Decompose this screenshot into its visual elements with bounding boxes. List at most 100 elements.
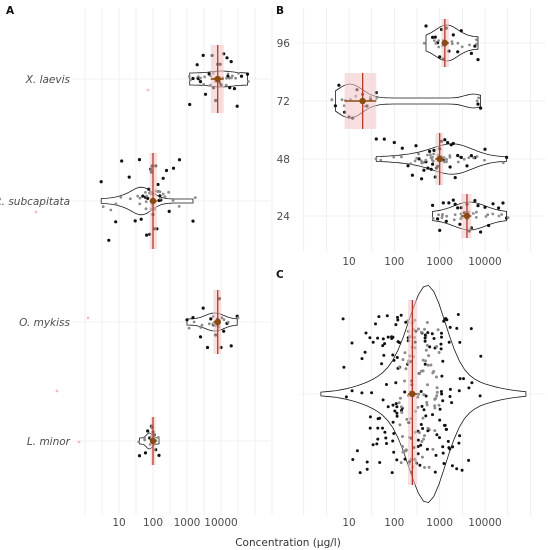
- panel-a-2-inner-point: [200, 323, 204, 327]
- panel-b-2-inner-point: [400, 155, 403, 159]
- panel-c-data-point: [439, 342, 443, 346]
- panel-a-1-inner-point: [136, 194, 140, 198]
- panel-a-1-data-point: [141, 194, 145, 198]
- x-axis-label: Concentration (µg/l): [235, 537, 341, 549]
- panel-b-3-inner-point: [445, 214, 449, 218]
- panel-a-1-data-point: [164, 168, 169, 173]
- panel-b-2-inner-point: [426, 153, 429, 157]
- panel-b-x-tick-label: 10000: [468, 256, 501, 268]
- panel-b-2-inner-point: [445, 160, 448, 164]
- panel-c-data-point: [442, 319, 446, 323]
- panel-c-data-point: [436, 328, 440, 332]
- panel-c-data-point: [368, 415, 372, 419]
- panel-c-data-point: [424, 359, 427, 363]
- panel-a-1-data-point: [127, 175, 131, 179]
- panel-b-2-data-point: [374, 137, 378, 141]
- panel-b-x-tick-label: 100: [384, 256, 404, 268]
- panel-c-data-point: [442, 462, 446, 465]
- panel-c-data-point: [394, 402, 398, 406]
- panel-c-data-point: [344, 395, 348, 399]
- panel-c-data-point: [440, 374, 444, 378]
- panel-b-1-inner-point: [330, 98, 334, 102]
- panel-c-mean-point: [409, 390, 416, 398]
- panel-c-data-point: [443, 423, 447, 427]
- panel-c-data-point: [458, 340, 462, 344]
- panel-c-data-point: [391, 420, 395, 424]
- panel-c-data-point: [421, 369, 425, 373]
- panel-b-0-data-point: [438, 55, 442, 59]
- panel-a-category-label: O. mykiss: [19, 317, 70, 329]
- panel-c-data-point: [433, 470, 437, 474]
- panel-b-2-inner-point: [415, 156, 419, 160]
- panel-c-data-point: [416, 438, 420, 442]
- panel-c-data-point: [377, 315, 381, 319]
- panel-b-2-inner-point: [501, 161, 505, 165]
- panel-c-data-point: [396, 318, 400, 322]
- panel-c-data-point: [435, 433, 439, 437]
- panel-a-1-data-point: [161, 176, 165, 180]
- panel-b-0-data-point: [433, 35, 437, 39]
- panel-b-3-mean-point: [463, 212, 471, 220]
- panel-b-0-data-point: [469, 51, 473, 56]
- panel-a-1-inner-point: [138, 196, 142, 200]
- panel-b-2-inner-point: [420, 159, 423, 163]
- panel-b-0-data-point: [476, 58, 480, 62]
- panel-a-x-tick-label: 100: [143, 517, 163, 529]
- panel-a-1-data-point: [137, 158, 142, 162]
- panel-b-2-data-point: [448, 165, 452, 169]
- panel-b-2-data-point: [456, 153, 460, 158]
- panel-b-2-inner-point: [442, 156, 446, 159]
- panel-c-data-point: [376, 336, 380, 340]
- panel-a-0-data-point: [198, 80, 203, 84]
- panel-c-data-point: [401, 358, 405, 362]
- panel-c-data-point: [416, 452, 420, 456]
- panel-a-1-inner-point: [109, 208, 113, 212]
- panel-c-data-point: [458, 377, 462, 381]
- panel-a-1-data-point: [177, 158, 182, 162]
- panel-a-1-inner-point: [101, 205, 105, 209]
- panel-a-label: A: [6, 5, 15, 17]
- panel-b-2-data-point: [400, 146, 404, 150]
- panel-b-2-inner-point: [442, 160, 446, 164]
- panel-a-1-inner-point: [128, 197, 132, 201]
- panel-a-0-inner-point: [202, 82, 206, 86]
- panel-c-data-point: [386, 405, 390, 409]
- panel-c-data-point: [422, 408, 426, 412]
- panel-a-1-data-point: [156, 182, 160, 187]
- panel-b-2-data-point: [406, 164, 410, 168]
- panel-c-data-point: [391, 439, 395, 443]
- panel-c-data-point: [395, 411, 399, 415]
- panel-c-data-point: [397, 341, 401, 344]
- panel-b-2-inner-point: [472, 156, 475, 160]
- panel-c-data-point: [350, 341, 354, 345]
- panel-b-2-inner-point: [445, 157, 448, 161]
- panel-c-data-point: [420, 404, 424, 408]
- panel-a-1-data-point: [147, 187, 151, 191]
- panel-a-0-data-point: [229, 60, 233, 64]
- panel-a-0-inner-point: [225, 76, 228, 80]
- panel-c-data-point: [435, 375, 438, 379]
- panel-b-3-data-point: [487, 223, 491, 228]
- panel-c-data-point: [426, 363, 430, 367]
- panel-c-data-point: [444, 427, 448, 431]
- panel-c-x-tick-label: 1000: [426, 517, 453, 529]
- panel-b-3-data-point: [436, 217, 440, 221]
- panel-a-0-data-point: [225, 56, 229, 60]
- panel-a-3-data-point: [143, 451, 148, 455]
- panel-a-0-inner-point: [187, 75, 191, 78]
- panel-c-data-point: [448, 325, 452, 329]
- panel-a-1-inner-point: [163, 195, 167, 199]
- panel-a-2-inner-point: [199, 326, 203, 329]
- panel-b-3-inner-point: [475, 210, 478, 214]
- panel-b-2-data-point: [426, 166, 430, 170]
- panel-b-2-data-point: [453, 176, 457, 180]
- panel-c-data-point: [376, 437, 380, 441]
- panel-c-data-point: [421, 416, 425, 420]
- panel-b-1-inner-point: [477, 96, 480, 100]
- panel-b-y-tick-label: 24: [277, 211, 291, 223]
- panel-b-label: B: [276, 5, 284, 17]
- panel-b-0-inner-point: [460, 45, 464, 49]
- panel-c-data-point: [374, 322, 377, 326]
- panel-a-1-inner-point: [161, 192, 165, 196]
- panel-c-data-point: [375, 442, 379, 446]
